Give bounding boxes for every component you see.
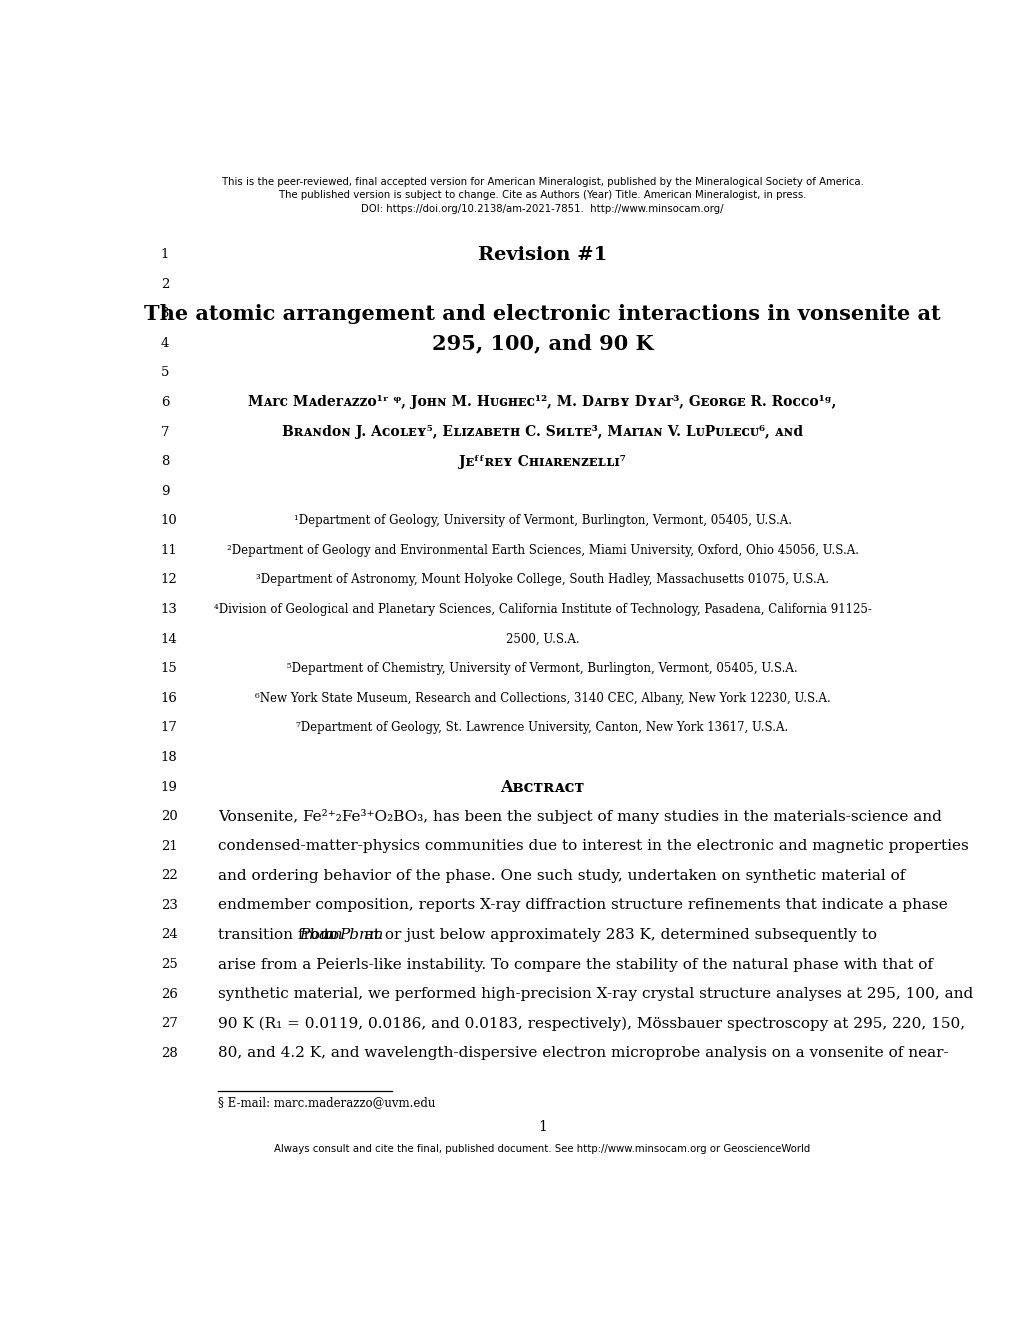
- Text: at or just below approximately 283 K, determined subsequently to: at or just below approximately 283 K, de…: [360, 928, 875, 942]
- Text: 15: 15: [161, 663, 177, 676]
- Text: 16: 16: [161, 692, 177, 705]
- Text: 4: 4: [161, 337, 169, 350]
- Text: ⁶New York State Museum, Research and Collections, 3140 CEC, Albany, New York 122: ⁶New York State Museum, Research and Col…: [255, 692, 829, 705]
- Text: 90 K (R₁ = 0.0119, 0.0186, and 0.0183, respectively), Mössbauer spectroscopy at : 90 K (R₁ = 0.0119, 0.0186, and 0.0183, r…: [218, 1016, 965, 1031]
- Text: 12: 12: [161, 573, 177, 586]
- Text: arise from a Peierls-like instability. To compare the stability of the natural p: arise from a Peierls-like instability. T…: [218, 957, 932, 972]
- Text: The atomic arrangement and electronic interactions in vonsenite at: The atomic arrangement and electronic in…: [144, 304, 940, 323]
- Text: 13: 13: [161, 603, 177, 616]
- Text: 25: 25: [161, 958, 177, 972]
- Text: 14: 14: [161, 632, 177, 645]
- Text: DOI: https://doi.org/10.2138/am-2021-7851.  http://www.minsocam.org/: DOI: https://doi.org/10.2138/am-2021-785…: [361, 205, 723, 214]
- Text: ⁵Department of Chemistry, University of Vermont, Burlington, Vermont, 05405, U.S: ⁵Department of Chemistry, University of …: [287, 663, 797, 676]
- Text: 22: 22: [161, 870, 177, 882]
- Text: ⁴Division of Geological and Planetary Sciences, California Institute of Technolo: ⁴Division of Geological and Planetary Sc…: [213, 603, 870, 616]
- Text: 8: 8: [161, 455, 169, 469]
- Text: Bʀᴀɴdᴏɴ J. Aᴄᴏʟᴇʏ⁵, Eʟɪᴢᴀʙᴇᴛʜ C. Sᴎʟᴛᴇ³, Mᴀrɪᴀɴ V. LᴜPᴜʟᴇᴄᴜ⁶, ᴀɴd: Bʀᴀɴdᴏɴ J. Aᴄᴏʟᴇʏ⁵, Eʟɪᴢᴀʙᴇᴛʜ C. Sᴎʟᴛᴇ³,…: [281, 425, 802, 440]
- Text: 1: 1: [161, 248, 169, 261]
- Text: 1: 1: [538, 1121, 546, 1134]
- Text: 295, 100, and 90 K: 295, 100, and 90 K: [431, 333, 653, 354]
- Text: Mᴀrc Mᴀderᴀzzo¹ʳ ᵠ, Jᴏʜɴ M. Hᴜɢʜᴇᴄ¹², M. Dᴀrʙʏ Dʏᴀr³, Gᴇᴏʀɢᴇ R. Rᴏᴄᴄᴏ¹ᵍ,: Mᴀrc Mᴀderᴀzzo¹ʳ ᵠ, Jᴏʜɴ M. Hᴜɢʜᴇᴄ¹², M.…: [248, 396, 836, 409]
- Text: 20: 20: [161, 810, 177, 824]
- Text: Pbam: Pbam: [299, 928, 342, 942]
- Text: ³Department of Astronomy, Mount Holyoke College, South Hadley, Massachusetts 010: ³Department of Astronomy, Mount Holyoke …: [256, 573, 828, 586]
- Text: to: to: [319, 928, 344, 942]
- Text: 18: 18: [161, 751, 177, 764]
- Text: 19: 19: [161, 780, 177, 793]
- Text: 6: 6: [161, 396, 169, 409]
- Text: 28: 28: [161, 1047, 177, 1060]
- Text: Jᴇᶠᶠʀᴇʏ Cʜɪᴀʀᴇɴᴢᴇʟʟɪ⁷: Jᴇᶠᶠʀᴇʏ Cʜɪᴀʀᴇɴᴢᴇʟʟɪ⁷: [459, 454, 626, 469]
- Text: 7: 7: [161, 425, 169, 438]
- Text: 11: 11: [161, 544, 177, 557]
- Text: 21: 21: [161, 840, 177, 853]
- Text: Aʙᴄᴛʀᴀᴄᴛ: Aʙᴄᴛʀᴀᴄᴛ: [500, 779, 584, 796]
- Text: 10: 10: [161, 515, 177, 527]
- Text: and ordering behavior of the phase. One such study, undertaken on synthetic mate: and ordering behavior of the phase. One …: [218, 869, 905, 883]
- Text: § E-mail: marc.maderazzo@uvm.edu: § E-mail: marc.maderazzo@uvm.edu: [218, 1097, 435, 1110]
- Text: 9: 9: [161, 484, 169, 498]
- Text: 80, and 4.2 K, and wavelength-dispersive electron microprobe analysis on a vonse: 80, and 4.2 K, and wavelength-dispersive…: [218, 1047, 948, 1060]
- Text: ⁷Department of Geology, St. Lawrence University, Canton, New York 13617, U.S.A.: ⁷Department of Geology, St. Lawrence Uni…: [297, 721, 788, 734]
- Text: Vonsenite, Fe²⁺₂Fe³⁺O₂BO₃, has been the subject of many studies in the materials: Vonsenite, Fe²⁺₂Fe³⁺O₂BO₃, has been the …: [218, 809, 942, 824]
- Text: 2500, U.S.A.: 2500, U.S.A.: [505, 632, 579, 645]
- Text: 26: 26: [161, 987, 177, 1001]
- Text: Revision #1: Revision #1: [477, 246, 606, 264]
- Text: 24: 24: [161, 928, 177, 941]
- Text: 23: 23: [161, 899, 177, 912]
- Text: synthetic material, we performed high-precision X-ray crystal structure analyses: synthetic material, we performed high-pr…: [218, 987, 973, 1001]
- Text: Pbnm: Pbnm: [339, 928, 383, 942]
- Text: ²Department of Geology and Environmental Earth Sciences, Miami University, Oxfor: ²Department of Geology and Environmental…: [226, 544, 858, 557]
- Text: ¹Department of Geology, University of Vermont, Burlington, Vermont, 05405, U.S.A: ¹Department of Geology, University of Ve…: [293, 515, 791, 527]
- Text: Always consult and cite the final, published document. See http://www.minsocam.o: Always consult and cite the final, publi…: [274, 1144, 810, 1155]
- Text: condensed-matter-physics communities due to interest in the electronic and magne: condensed-matter-physics communities due…: [218, 840, 968, 853]
- Text: This is the peer-reviewed, final accepted version for American Mineralogist, pub: This is the peer-reviewed, final accepte…: [221, 177, 863, 186]
- Text: transition from: transition from: [218, 928, 339, 942]
- Text: endmember composition, reports X-ray diffraction structure refinements that indi: endmember composition, reports X-ray dif…: [218, 899, 948, 912]
- Text: 5: 5: [161, 367, 169, 379]
- Text: 2: 2: [161, 277, 169, 290]
- Text: The published version is subject to change. Cite as Authors (Year) Title. Americ: The published version is subject to chan…: [278, 190, 805, 201]
- Text: 17: 17: [161, 721, 177, 734]
- Text: 27: 27: [161, 1018, 177, 1030]
- Text: 3: 3: [161, 308, 169, 321]
